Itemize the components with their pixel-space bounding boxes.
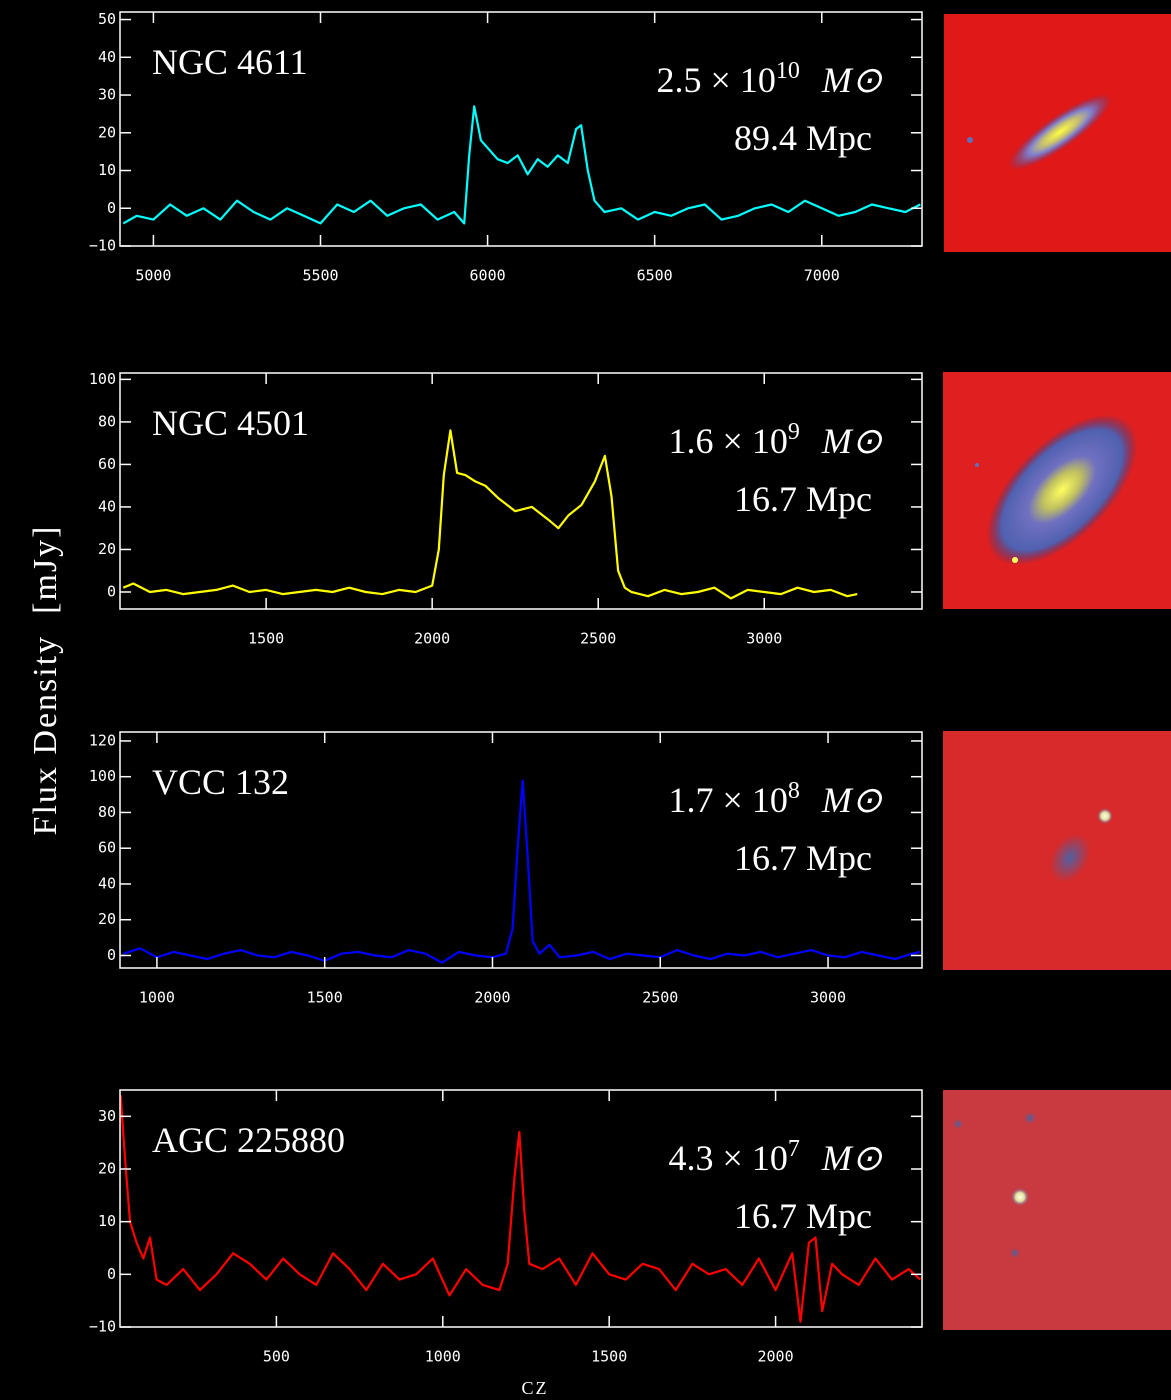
hi-mass: 1.7 × 108 M⊙ [669,778,883,820]
galaxy-name: NGC 4501 [152,403,309,443]
y-tick-label: 60 [98,839,116,857]
mass-unit: M⊙ [821,421,883,461]
mass-unit: M⊙ [821,60,883,100]
y-tick-label: 20 [98,123,116,141]
y-tick-label: 80 [98,803,116,821]
y-tick-label: 0 [107,1265,116,1283]
x-tick-label: 7000 [804,267,840,285]
mass-exponent: 8 [788,778,800,804]
x-tick-label: 2000 [414,630,450,648]
y-tick-label: 10 [98,161,116,179]
y-tick-label: 10 [98,1212,116,1230]
mass-unit: M⊙ [821,780,883,820]
mass-exponent: 9 [788,419,800,445]
y-tick-label: 0 [107,582,116,600]
x-tick-label: 1000 [139,989,175,1007]
y-tick-label: 20 [98,540,116,558]
galaxy-image [943,1090,1171,1330]
galaxy-name: AGC 225880 [152,1120,345,1160]
galaxy-image [943,372,1171,609]
y-tick-label: −10 [89,237,116,255]
y-tick-label: 20 [98,910,116,928]
x-tick-label: 500 [263,1348,290,1366]
x-tick-label: 3000 [746,630,782,648]
galaxy-name: VCC 132 [152,762,289,802]
spectrum-panel: 5000 5500 6000 6500 7000 −10 0 10 20 30 40 50 NGC 46… [89,10,922,284]
x-tick-label: 1500 [591,1348,627,1366]
y-tick-label: 60 [98,455,116,473]
distance: 89.4 Mpc [734,118,872,158]
spectrum-panel: 1000 1500 2000 2500 3000 0 20 40 60 80 100 120 VCC 1… [89,731,922,1006]
y-tick-label: 30 [98,1107,116,1125]
y-tick-label: 30 [98,86,116,104]
y-tick-label: 100 [89,767,116,785]
spectrum-panel: 1500 2000 2500 3000 0 20 40 60 80 100 NGC 4501 1.6 … [89,370,922,648]
y-tick-label: 40 [98,497,116,515]
y-tick-label: 0 [107,946,116,964]
x-tick-label: 6000 [470,267,506,285]
x-tick-label: 2500 [642,989,678,1007]
x-tick-label: 5000 [135,267,171,285]
mass-base: 1.6 × 10 [669,421,788,461]
figure: Flux Density [mJy] cz 500055006000650070… [0,0,1171,1400]
mass-base: 1.7 × 10 [669,780,788,820]
y-tick-label: 20 [98,1160,116,1178]
mass-base: 2.5 × 10 [657,60,776,100]
x-tick-label: 2000 [758,1348,794,1366]
hi-mass: 4.3 × 107 M⊙ [669,1136,883,1178]
page: Flux Density [mJy] cz 500055006000650070… [0,0,1171,1400]
y-tick-label: −10 [89,1318,116,1336]
x-tick-label: 3000 [810,989,846,1007]
y-tick-label: 80 [98,412,116,430]
y-tick-label: 40 [98,48,116,66]
x-tick-label: 1500 [248,630,284,648]
distance: 16.7 Mpc [734,838,872,878]
y-tick-label: 100 [89,370,116,388]
galaxy-name: NGC 4611 [152,42,308,82]
galaxy-image [944,14,1171,252]
mass-base: 4.3 × 10 [669,1138,788,1178]
x-tick-label: 6500 [637,267,673,285]
x-tick-label: 5500 [302,267,338,285]
mass-exponent: 7 [788,1136,800,1162]
mass-exponent: 10 [776,58,800,84]
y-tick-label: 120 [89,731,116,749]
x-tick-label: 1500 [307,989,343,1007]
y-tick-label: 50 [98,10,116,28]
hi-mass: 2.5 × 1010 M⊙ [657,58,883,100]
y-tick-label: 40 [98,874,116,892]
x-tick-label: 1000 [425,1348,461,1366]
spectrum-panel: 500 1000 1500 2000 −10 0 10 20 30 AGC 225880 4.3 ×… [89,1090,922,1366]
distance: 16.7 Mpc [734,479,872,519]
x-axis-title: cz [521,1371,548,1400]
mass-unit: M⊙ [821,1138,883,1178]
y-tick-label: 0 [107,199,116,217]
galaxy-image [943,731,1171,970]
hi-mass: 1.6 × 109 M⊙ [669,419,883,461]
x-tick-label: 2500 [580,630,616,648]
y-axis-title: Flux Density [mJy] [27,525,64,836]
x-tick-label: 2000 [474,989,510,1007]
distance: 16.7 Mpc [734,1196,872,1236]
